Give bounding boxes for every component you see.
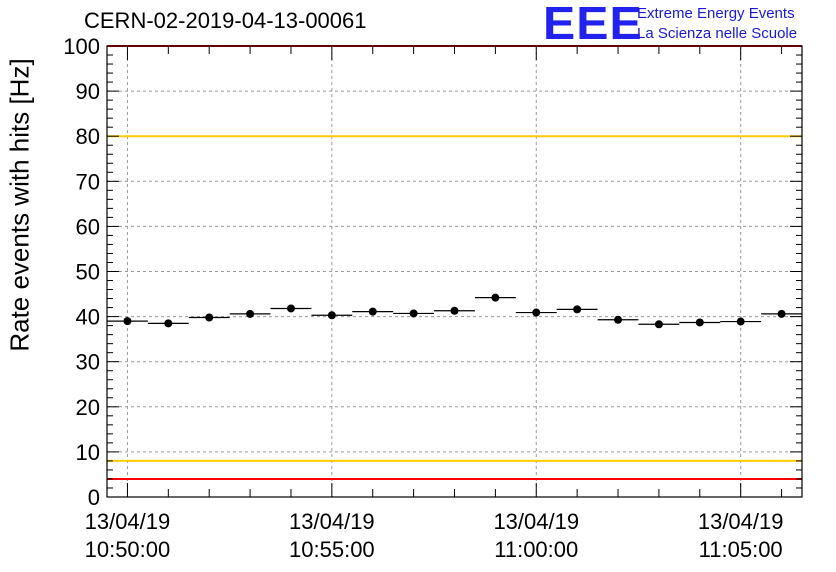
x-tick-date: 13/04/19 xyxy=(698,509,784,534)
data-point xyxy=(123,317,132,326)
y-tick-label: 90 xyxy=(76,79,100,104)
y-tick-label: 80 xyxy=(76,124,100,149)
data-point xyxy=(695,318,704,327)
x-tick-time: 10:50:00 xyxy=(85,537,171,562)
data-point xyxy=(246,309,255,318)
data-point xyxy=(450,306,459,315)
x-tick-time: 10:55:00 xyxy=(289,537,375,562)
data-point xyxy=(327,311,336,320)
x-tick-time: 11:05:00 xyxy=(699,537,783,562)
x-tick-time: 11:00:00 xyxy=(494,537,578,562)
y-tick-label: 20 xyxy=(76,395,100,420)
data-point xyxy=(409,309,418,318)
y-tick-label: 40 xyxy=(76,305,100,330)
data-point xyxy=(164,319,173,328)
y-tick-label: 50 xyxy=(76,260,100,285)
logo-line-2: La Scienza nelle Scuole xyxy=(637,25,798,42)
eee-logo: EEE xyxy=(543,0,643,49)
data-point xyxy=(573,305,582,314)
data-point xyxy=(614,315,623,324)
y-tick-label: 10 xyxy=(76,440,100,465)
y-tick-label: 60 xyxy=(76,214,100,239)
y-tick-label: 0 xyxy=(88,485,100,510)
x-tick-date: 13/04/19 xyxy=(493,509,579,534)
data-point xyxy=(654,320,663,329)
logo-line-1: Extreme Energy Events xyxy=(637,5,795,22)
y-tick-label: 100 xyxy=(63,34,100,59)
data-point xyxy=(532,308,541,317)
y-tick-label: 30 xyxy=(76,350,100,375)
data-point xyxy=(777,309,786,318)
data-point xyxy=(205,313,214,322)
data-point xyxy=(491,293,500,302)
y-tick-label: 70 xyxy=(76,169,100,194)
eee-logo-text: Extreme Energy Events La Scienza nelle S… xyxy=(637,4,797,44)
data-point xyxy=(368,307,377,316)
data-point xyxy=(286,304,295,313)
chart-title: CERN-02-2019-04-13-00061 xyxy=(84,8,367,33)
x-tick-date: 13/04/19 xyxy=(289,509,375,534)
x-tick-date: 13/04/19 xyxy=(85,509,171,534)
data-point xyxy=(736,317,745,326)
